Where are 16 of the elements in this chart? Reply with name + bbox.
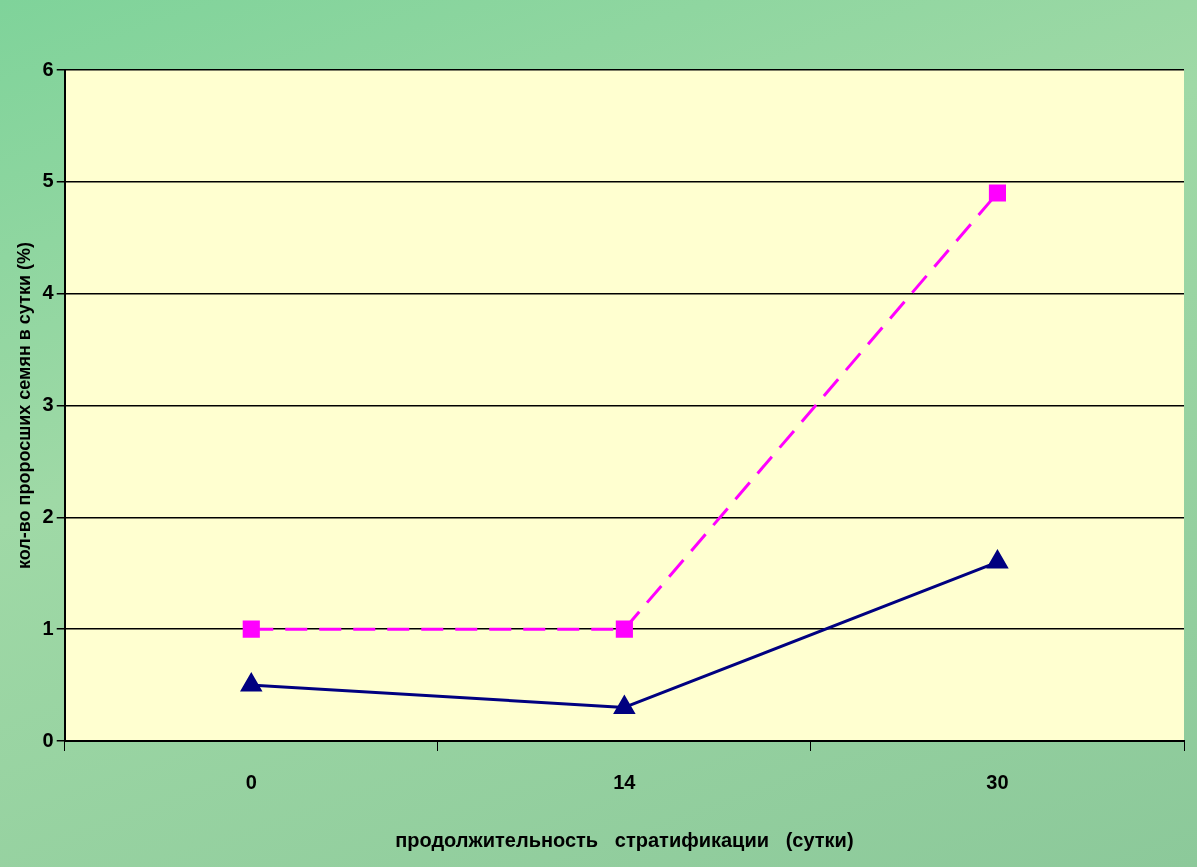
point <box>987 550 1008 569</box>
y-tick-label: 3 <box>42 393 54 416</box>
y-tick-label: 6 <box>42 57 54 80</box>
x-axis-title: продолжительность стратификации (сутки) <box>395 828 854 851</box>
y-tick-label: 4 <box>42 281 55 304</box>
x-tick-label: 14 <box>613 770 637 793</box>
x-tick-label: 30 <box>986 770 1009 793</box>
x-tick-label: 0 <box>245 770 257 793</box>
y-axis-title: кол-во проросших семян в сутки (%) <box>13 242 34 569</box>
point <box>241 673 262 692</box>
point <box>614 695 635 714</box>
y-tick-label: 0 <box>42 728 54 751</box>
y-tick-label: 2 <box>42 504 54 527</box>
point <box>988 184 1007 202</box>
y-tick-label: 5 <box>42 169 54 192</box>
y-tick-label: 1 <box>42 616 54 639</box>
